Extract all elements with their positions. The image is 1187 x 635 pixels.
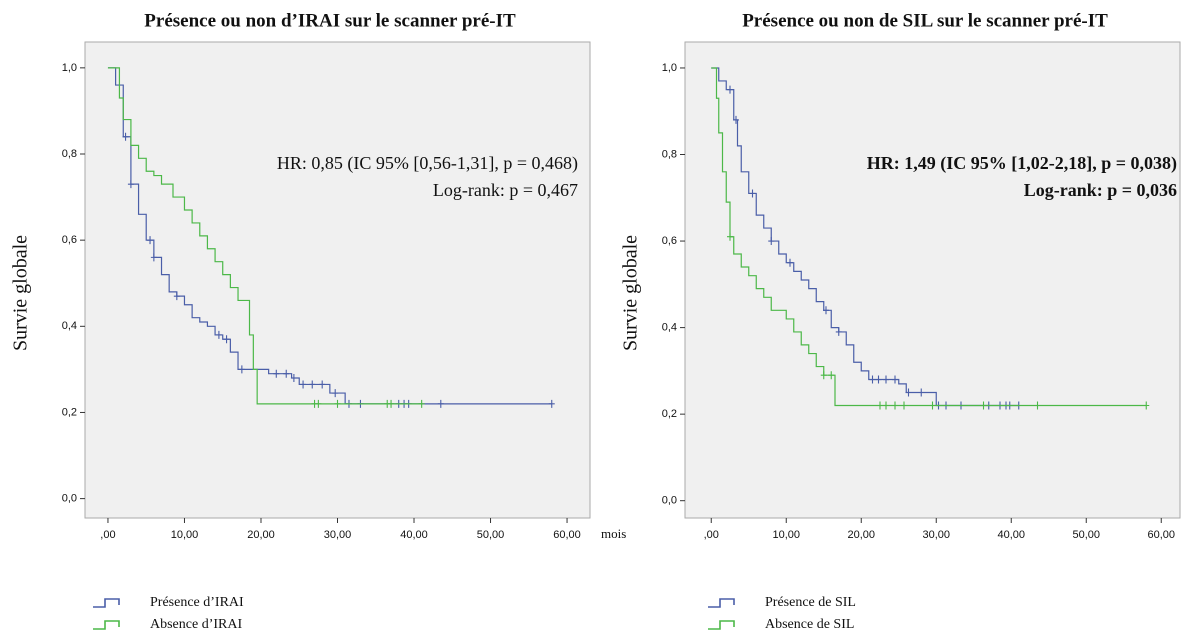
legend-label: Absence d’IRAI — [150, 617, 242, 632]
annotation: Log-rank: p = 0,467 — [433, 180, 578, 200]
censor-mark — [883, 401, 889, 410]
chart-title: Présence ou non d’IRAI sur le scanner pr… — [144, 10, 516, 31]
legend-swatch — [708, 598, 735, 608]
censor-mark — [1143, 401, 1150, 410]
x-unit: mois — [601, 526, 626, 541]
censor-mark — [418, 399, 425, 408]
censor-mark — [315, 399, 322, 408]
censor-mark — [273, 369, 280, 378]
censor-mark — [1034, 401, 1041, 410]
survival-curve — [711, 67, 1019, 407]
x-tick-label: 40,00 — [997, 529, 1025, 541]
plot-area — [84, 41, 591, 519]
censor-mark — [892, 375, 898, 384]
censor-mark — [147, 236, 154, 245]
censor-mark — [905, 388, 912, 397]
censor-mark — [768, 237, 775, 246]
annotation: HR: 0,85 (IC 95% [0,56-1,31], p = 0,468) — [277, 153, 578, 174]
plot-area — [684, 41, 1181, 519]
legend-swatch — [93, 620, 120, 630]
y-tick-label: 1,0 — [662, 62, 677, 74]
x-tick-label: 60,00 — [553, 529, 581, 541]
x-tick-label: 50,00 — [477, 529, 505, 541]
censor-mark — [929, 401, 936, 410]
censor-mark — [388, 399, 395, 408]
chart-title: Présence ou non de SIL sur le scanner pr… — [742, 10, 1108, 31]
annotation: Log-rank: p = 0,036 — [1024, 180, 1177, 200]
censor-mark — [437, 399, 444, 408]
y-tick-label: 0,6 — [662, 235, 677, 247]
censor-mark — [877, 401, 883, 410]
censor-mark — [283, 369, 290, 378]
x-tick-label: 50,00 — [1072, 529, 1100, 541]
censor-mark — [332, 389, 339, 398]
x-tick-label: 10,00 — [171, 529, 199, 541]
censor-mark — [727, 85, 733, 94]
legend-label: Absence de SIL — [765, 617, 854, 632]
y-tick-label: 1,0 — [62, 62, 77, 74]
y-tick-label: 0,0 — [62, 493, 77, 505]
legend-label: Présence d’IRAI — [150, 595, 244, 610]
censor-mark — [869, 375, 876, 384]
legend-swatch — [708, 620, 735, 630]
annotation: HR: 1,49 (IC 95% [1,02-2,18], p = 0,038) — [867, 153, 1177, 174]
censor-mark — [820, 371, 827, 380]
y-tick-label: 0,0 — [662, 495, 677, 507]
survival-curve — [107, 67, 422, 405]
censor-mark — [238, 365, 245, 374]
y-tick-label: 0,6 — [62, 234, 77, 246]
y-tick-label: 0,4 — [662, 322, 677, 334]
censor-mark — [980, 401, 987, 410]
legend-swatch — [93, 598, 120, 608]
censor-mark — [309, 380, 316, 389]
x-tick-label: 60,00 — [1147, 529, 1175, 541]
x-tick-label: 20,00 — [247, 529, 275, 541]
y-axis-label: Survie globale — [10, 235, 32, 351]
censor-mark — [823, 306, 829, 315]
x-tick-label: 10,00 — [772, 529, 800, 541]
survival-curve — [711, 67, 1147, 407]
censor-mark — [319, 380, 326, 389]
censor-mark — [901, 401, 907, 410]
censor-mark — [835, 327, 842, 336]
censor-mark — [787, 258, 793, 267]
censor-mark — [223, 335, 230, 344]
censor-mark — [127, 180, 134, 189]
x-tick-label: ,00 — [100, 529, 115, 541]
censor-mark — [300, 380, 307, 389]
censor-mark — [733, 115, 739, 124]
survival-curve — [107, 67, 552, 405]
x-tick-label: 20,00 — [847, 529, 875, 541]
y-tick-label: 0,2 — [662, 408, 677, 420]
censor-mark — [173, 292, 180, 301]
censor-mark — [215, 330, 222, 339]
censor-mark — [828, 371, 835, 380]
x-tick-label: 30,00 — [324, 529, 352, 541]
censor-mark — [334, 399, 341, 408]
y-axis-label: Survie globale — [620, 235, 642, 351]
censor-mark — [548, 399, 555, 408]
x-tick-label: 40,00 — [400, 529, 428, 541]
y-tick-label: 0,8 — [662, 148, 677, 160]
censor-mark — [918, 388, 925, 397]
censor-mark — [122, 132, 129, 141]
legend-label: Présence de SIL — [765, 595, 856, 610]
y-tick-label: 0,8 — [62, 148, 77, 160]
x-tick-label: ,00 — [704, 529, 719, 541]
censor-mark — [883, 375, 889, 384]
censor-mark — [727, 232, 733, 241]
censor-mark — [150, 253, 157, 262]
censor-mark — [892, 401, 898, 410]
censor-mark — [875, 375, 882, 384]
censor-mark — [290, 374, 297, 382]
y-tick-label: 0,2 — [62, 406, 77, 418]
y-tick-label: 0,4 — [62, 320, 77, 332]
censor-mark — [749, 189, 756, 198]
x-tick-label: 30,00 — [922, 529, 950, 541]
